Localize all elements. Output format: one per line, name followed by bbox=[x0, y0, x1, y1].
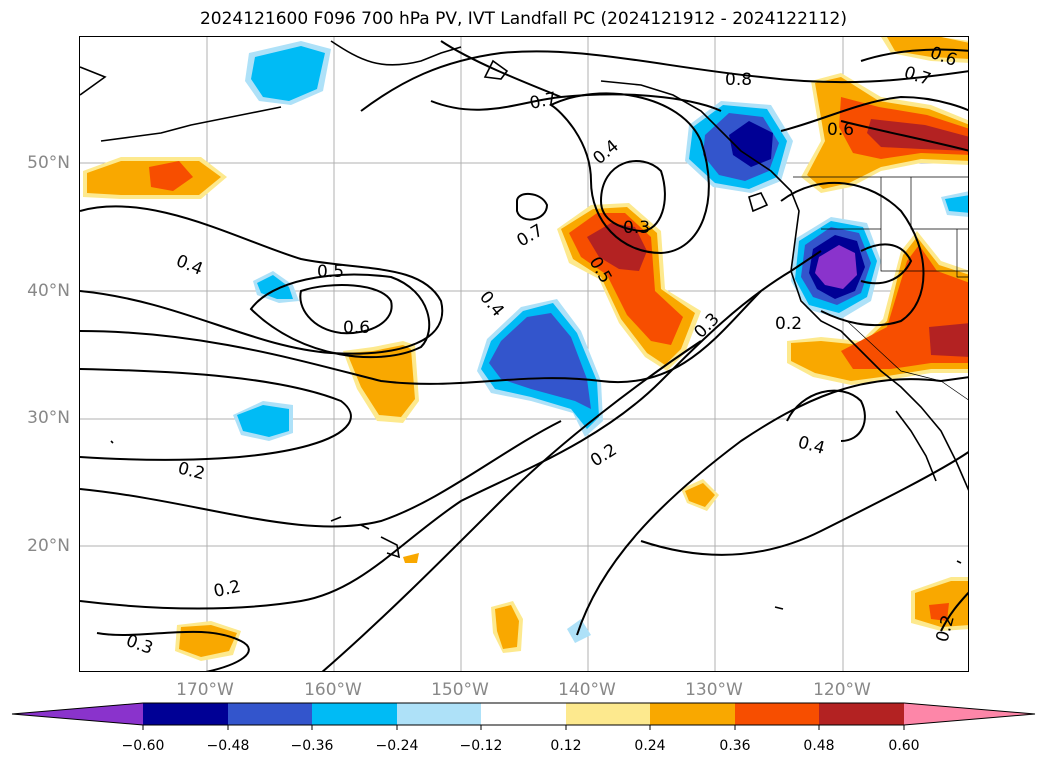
lat-label-50n: 50°N bbox=[27, 153, 70, 173]
contour-label: 0.6 bbox=[827, 120, 854, 140]
contour-label: 0.7 bbox=[514, 220, 547, 251]
lon-label-170w: 170°W bbox=[176, 680, 234, 700]
contour-label: 0.8 bbox=[725, 70, 752, 90]
colorbar-extend-low bbox=[12, 703, 143, 725]
figure-title: 2024121600 F096 700 hPa PV, IVT Landfall… bbox=[199, 9, 847, 29]
colorbar-svg: −0.60 −0.48 −0.36 −0.24 −0.12 0.12 0.24 … bbox=[11, 702, 1036, 754]
colorbar-bin bbox=[650, 703, 735, 725]
contour-label: 0.4 bbox=[173, 251, 206, 280]
region-pos-4b bbox=[887, 37, 968, 59]
region-pos-11 bbox=[403, 553, 419, 563]
lon-label-120w: 120°W bbox=[813, 680, 871, 700]
colorbar-tick-label: 0.48 bbox=[803, 738, 834, 754]
region-pos-5d bbox=[929, 323, 968, 357]
map-canvas: 0.8 0.7 0.6 0.7 0.4 0.3 0.7 0.5 0.4 0.5 … bbox=[80, 37, 968, 671]
region-pos-9b bbox=[495, 605, 519, 649]
lat-label-20n: 20°N bbox=[27, 536, 70, 556]
region-neg-6b bbox=[237, 405, 289, 437]
contour-label: 0.4 bbox=[796, 433, 827, 459]
contours bbox=[80, 40, 968, 671]
colorbar-bin bbox=[228, 703, 312, 725]
colorbar-tick-label: −0.36 bbox=[291, 738, 334, 754]
colorbar-tick-label: −0.24 bbox=[376, 738, 419, 754]
lon-label-150w: 150°W bbox=[431, 680, 489, 700]
contour-label: 0.5 bbox=[317, 262, 344, 282]
contour-label: 0.7 bbox=[901, 63, 933, 90]
colorbar-bin bbox=[397, 703, 481, 725]
colorbar: −0.60 −0.48 −0.36 −0.24 −0.12 0.12 0.24 … bbox=[0, 700, 1047, 760]
contour-label: 0.6 bbox=[343, 318, 370, 338]
colorbar-bin bbox=[143, 703, 228, 725]
colorbar-tick-label: 0.36 bbox=[719, 738, 750, 754]
contour-label: 0.4 bbox=[589, 136, 623, 169]
lon-label-130w: 130°W bbox=[685, 680, 743, 700]
contour-label: 0.3 bbox=[623, 218, 650, 238]
region-pos-3d bbox=[867, 119, 968, 151]
state-borders bbox=[793, 176, 968, 401]
region-pos-2d bbox=[587, 223, 647, 271]
colorbar-tick-label: −0.48 bbox=[207, 738, 250, 754]
contour-label: 0.2 bbox=[176, 458, 207, 484]
region-neg-7b bbox=[945, 195, 968, 213]
colorbar-tick-label: 0.12 bbox=[550, 738, 581, 754]
region-pos-7c bbox=[929, 603, 949, 621]
contour-label: 0.2 bbox=[775, 314, 802, 334]
colorbar-bin bbox=[819, 703, 904, 725]
colorbar-bin bbox=[735, 703, 819, 725]
region-neg-5b bbox=[257, 275, 293, 299]
colorbar-bin bbox=[312, 703, 397, 725]
region-neg-3e bbox=[815, 245, 857, 289]
region-neg-4c bbox=[489, 313, 591, 409]
lat-label-40n: 40°N bbox=[27, 281, 70, 301]
colorbar-extend-high bbox=[904, 703, 1035, 725]
colorbar-bin bbox=[566, 703, 650, 725]
map-panel: 0.8 0.7 0.6 0.7 0.4 0.3 0.7 0.5 0.4 0.5 … bbox=[79, 36, 969, 672]
colorbar-bin bbox=[481, 703, 566, 725]
colorbar-tick-label: −0.12 bbox=[460, 738, 503, 754]
colorbar-tick-label: −0.60 bbox=[122, 738, 165, 754]
lat-label-30n: 30°N bbox=[27, 408, 70, 428]
colorbar-tick-label: 0.24 bbox=[634, 738, 665, 754]
region-neg-2d bbox=[729, 121, 773, 167]
contour-label: 0.2 bbox=[587, 440, 621, 471]
region-pos-8b bbox=[179, 625, 237, 657]
contour-label: 0.3 bbox=[123, 631, 155, 659]
contour-label: 0.4 bbox=[475, 287, 508, 321]
colorbar-tick-label: 0.60 bbox=[888, 738, 919, 754]
lon-label-160w: 160°W bbox=[304, 680, 362, 700]
region-neg-1b bbox=[251, 46, 325, 101]
contour-label: 0.2 bbox=[212, 577, 243, 602]
region-pos-10b bbox=[685, 483, 715, 507]
contour-label: 0.7 bbox=[528, 89, 559, 114]
region-pos-1c bbox=[149, 161, 193, 191]
lon-label-140w: 140°W bbox=[558, 680, 616, 700]
